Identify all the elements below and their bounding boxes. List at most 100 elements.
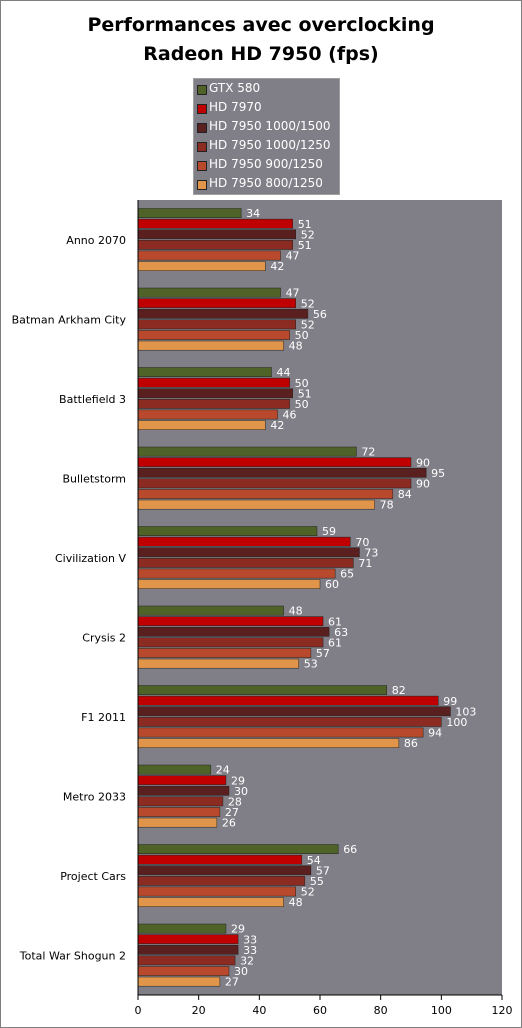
x-tick-label: 40 (252, 1004, 266, 1017)
bar (137, 648, 312, 658)
category-label: Metro 2033 (63, 790, 126, 803)
x-tick-label: 0 (135, 1004, 142, 1017)
data-label: 32 (240, 955, 254, 968)
data-label: 72 (361, 446, 375, 459)
category-label: F1 2011 (81, 711, 126, 724)
bar (137, 308, 309, 319)
x-tick-label: 120 (492, 1004, 513, 1017)
bar (137, 727, 424, 738)
bar (137, 536, 351, 547)
data-label: 52 (301, 319, 315, 332)
legend-label: HD 7950 1000/1250 (209, 138, 331, 152)
bar (137, 817, 218, 828)
data-label: 52 (301, 886, 315, 899)
bar (137, 367, 272, 377)
bar (137, 457, 412, 468)
bar (137, 966, 230, 976)
bar (137, 658, 300, 669)
category-label: Project Cars (60, 870, 126, 883)
data-label: 33 (243, 933, 257, 946)
data-label: 55 (310, 875, 324, 888)
bar (137, 685, 387, 695)
data-label: 33 (243, 944, 257, 957)
bar (137, 340, 284, 351)
bar (137, 605, 284, 616)
data-label: 42 (270, 260, 284, 273)
data-label: 53 (304, 658, 318, 671)
data-label: 90 (416, 478, 430, 491)
bar (137, 854, 303, 865)
chart-title: Performances avec overclocking (87, 14, 435, 36)
legend-swatch (197, 104, 207, 114)
legend-item: HD 7950 1000/1250 (194, 137, 339, 155)
bar (137, 706, 451, 717)
bar (137, 409, 278, 420)
x-tick-label: 20 (192, 1004, 206, 1017)
bar (137, 796, 224, 807)
bar (137, 377, 290, 388)
data-label: 71 (358, 557, 372, 570)
bar (137, 499, 375, 510)
bar (137, 526, 318, 536)
data-label: 100 (446, 716, 467, 729)
bar (137, 923, 227, 934)
data-label: 86 (404, 737, 418, 750)
bar (137, 886, 296, 897)
x-tick-label: 80 (374, 1004, 388, 1017)
category-label: Battlefield 3 (59, 393, 126, 406)
data-label: 34 (246, 207, 260, 220)
data-label: 30 (234, 965, 248, 978)
data-label: 26 (222, 817, 236, 830)
x-tick-label: 100 (431, 1004, 452, 1017)
bar (137, 330, 290, 340)
data-label: 48 (289, 896, 303, 909)
category-label: Anno 2070 (66, 234, 126, 247)
data-label: 51 (298, 218, 312, 231)
data-label: 78 (380, 499, 394, 512)
data-label: 42 (270, 419, 284, 432)
legend-item: HD 7950 900/1250 (194, 156, 339, 174)
data-label: 30 (234, 785, 248, 798)
legend-label: GTX 580 (209, 81, 261, 95)
data-label: 48 (289, 340, 303, 353)
bar (137, 934, 239, 945)
data-label: 95 (431, 467, 445, 480)
data-label: 24 (216, 764, 230, 777)
bar (137, 478, 412, 489)
bar (137, 489, 394, 499)
legend-swatch (197, 180, 207, 190)
data-label: 63 (334, 626, 348, 639)
bar (137, 547, 360, 558)
data-label: 103 (455, 705, 476, 718)
bar (137, 208, 242, 218)
data-label: 27 (225, 806, 239, 819)
bar (137, 876, 306, 886)
legend-swatch (197, 123, 207, 133)
bar (137, 637, 324, 648)
data-label: 57 (316, 647, 330, 660)
bar (137, 695, 439, 706)
bar (137, 446, 357, 457)
category-label: Civilization V (55, 552, 126, 565)
legend-item: HD 7970 (194, 99, 339, 117)
bar (137, 616, 324, 627)
bar (137, 388, 293, 399)
data-label: 51 (298, 387, 312, 400)
bar (137, 775, 227, 786)
data-label: 94 (428, 727, 442, 740)
data-label: 27 (225, 976, 239, 989)
data-label: 44 (276, 366, 290, 379)
category-label: Batman Arkham City (12, 313, 127, 326)
bar (137, 785, 230, 796)
bar (137, 399, 290, 409)
data-label: 47 (286, 287, 300, 300)
bar (137, 764, 212, 775)
bar (137, 467, 427, 478)
bar (137, 807, 221, 817)
data-label: 50 (295, 329, 309, 342)
legend-swatch (197, 142, 207, 152)
legend-swatch (197, 161, 207, 171)
legend-item: GTX 580 (194, 80, 339, 98)
data-label: 73 (364, 546, 378, 559)
